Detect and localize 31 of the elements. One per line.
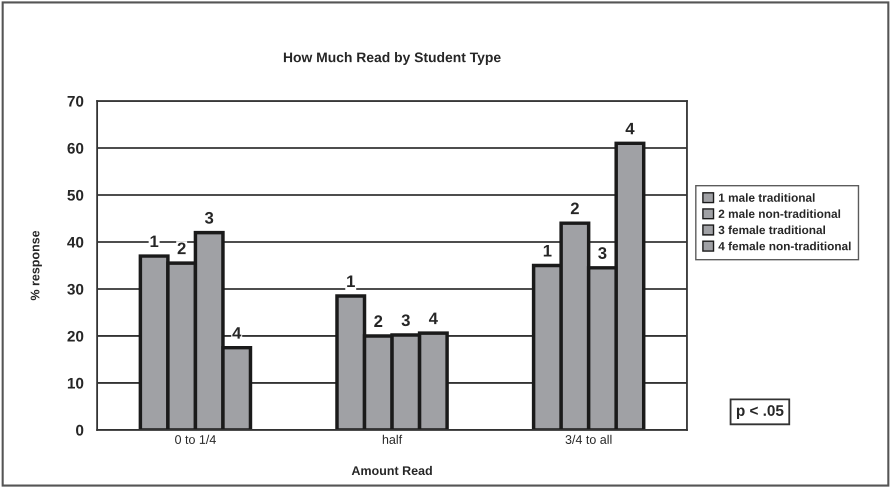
annotation: 3	[204, 212, 214, 224]
annotation: 3	[402, 314, 410, 326]
annotation: 4	[232, 327, 242, 339]
y-tick-label: 40	[67, 236, 84, 248]
annotation: 4	[626, 122, 634, 134]
x-tick-label: 3/4 to all	[566, 434, 612, 444]
legend-label: 3 female traditional	[718, 225, 825, 234]
y-tick-label: 0	[76, 424, 84, 436]
y-tick-label: 70	[68, 96, 84, 107]
annotation: 1	[544, 244, 552, 256]
legend-label: 2 male non-traditional	[718, 209, 840, 218]
annotation: 1	[347, 276, 355, 287]
annotation: 1	[150, 236, 158, 248]
x-axis-title: Amount Read	[352, 466, 432, 476]
y-tick-label: 60	[67, 142, 84, 154]
y-tick-label: 50	[67, 190, 84, 201]
chart-title: How Much Read by Student Type	[284, 52, 501, 66]
legend-label: 1 male traditional	[718, 193, 815, 202]
annotation: 2	[570, 202, 579, 214]
y-tick-label: 10	[68, 378, 84, 389]
x-tick-label: half	[382, 434, 402, 444]
annotation: 4	[428, 312, 438, 324]
x-tick-label: 0 to 1/4	[175, 434, 216, 444]
y-tick-label: 30	[67, 284, 84, 295]
legend-label: 4 female non-traditional	[718, 242, 851, 250]
annotation: 2	[178, 242, 186, 254]
annotation: 3	[598, 247, 606, 259]
y-tick-label: 20	[67, 330, 84, 342]
text: p < .05	[736, 405, 784, 419]
annotation: 2	[374, 315, 382, 327]
y-axis-title: % response	[30, 230, 42, 300]
